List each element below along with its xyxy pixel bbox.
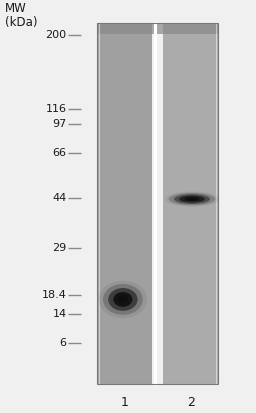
Ellipse shape — [179, 196, 205, 202]
Ellipse shape — [185, 197, 199, 201]
Text: 18.4: 18.4 — [42, 290, 67, 300]
Bar — [163, 23, 218, 384]
Ellipse shape — [169, 193, 215, 205]
Text: 6: 6 — [60, 338, 67, 348]
Ellipse shape — [103, 284, 143, 315]
Bar — [97, 23, 218, 34]
Text: 14: 14 — [52, 309, 67, 319]
Text: 116: 116 — [46, 104, 67, 114]
Text: 29: 29 — [52, 243, 67, 253]
Ellipse shape — [113, 292, 132, 307]
Text: 97: 97 — [52, 119, 67, 129]
Text: MW
(kDa): MW (kDa) — [5, 2, 38, 29]
Bar — [97, 23, 152, 384]
Ellipse shape — [118, 295, 128, 304]
Text: 1: 1 — [120, 396, 128, 409]
Ellipse shape — [99, 281, 147, 318]
Text: 2: 2 — [187, 396, 195, 409]
Ellipse shape — [165, 192, 219, 206]
Text: 200: 200 — [45, 30, 67, 40]
Text: 66: 66 — [52, 148, 67, 158]
Text: 44: 44 — [52, 193, 67, 203]
Bar — [97, 23, 218, 384]
Ellipse shape — [174, 194, 210, 204]
Ellipse shape — [108, 288, 137, 311]
